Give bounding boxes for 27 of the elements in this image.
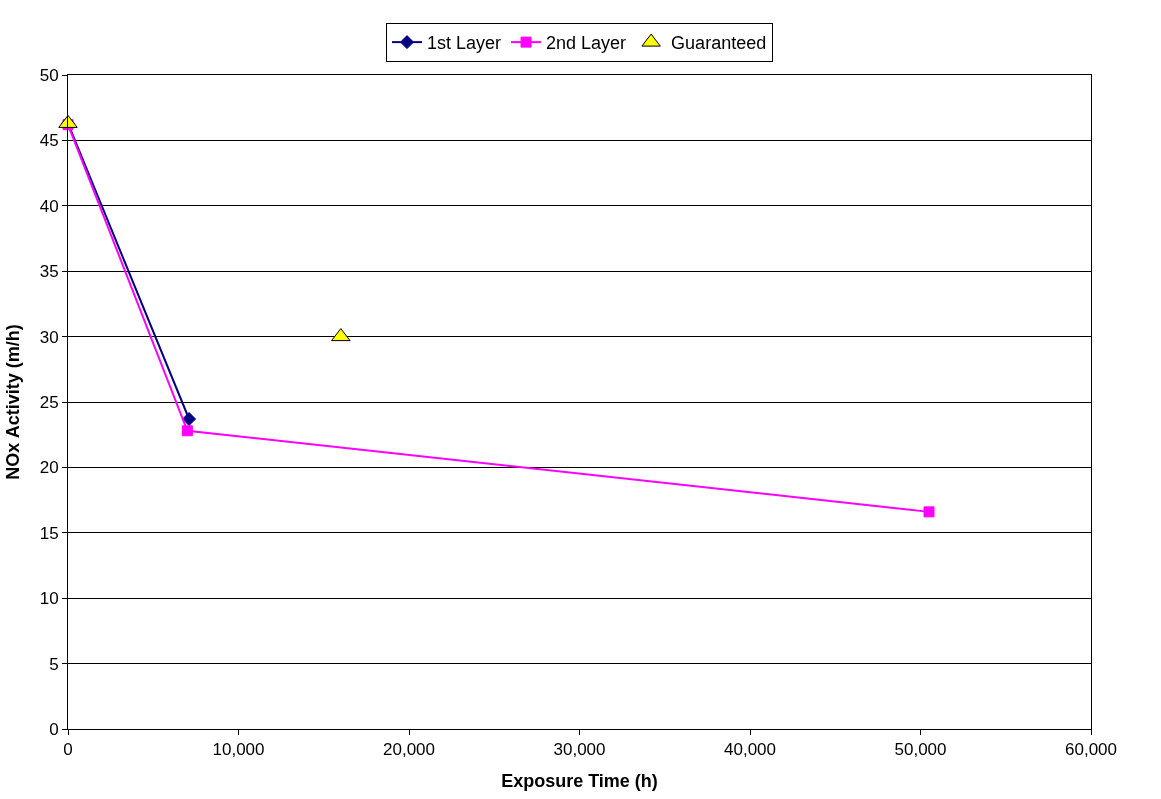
legend-label: Guaranteed xyxy=(671,33,767,54)
y-tick-label: 50 xyxy=(39,65,59,85)
x-axis-title: Exposure Time (h) xyxy=(501,770,658,791)
x-tick-label: 40,000 xyxy=(724,740,776,760)
x-tick-label: 0 xyxy=(63,740,73,760)
y-tick-label: 20 xyxy=(39,458,59,478)
legend-label: 1st Layer xyxy=(427,33,502,54)
x-tick-label: 30,000 xyxy=(553,740,606,760)
y-tick-label: 40 xyxy=(39,196,59,216)
y-tick-label: 10 xyxy=(39,589,59,609)
point xyxy=(182,412,197,426)
point xyxy=(181,425,193,437)
x-tick-label: 10,000 xyxy=(212,740,265,760)
y-tick-label: 5 xyxy=(49,654,59,674)
y-tick-label: 35 xyxy=(39,262,59,282)
y-tick-label: 45 xyxy=(39,131,59,151)
y-tick-label: 25 xyxy=(39,392,59,412)
y-tick-label: 30 xyxy=(39,327,59,347)
y-tick-label: 0 xyxy=(49,719,59,739)
x-tick-label: 50,000 xyxy=(894,740,947,760)
y-axis-title: NOx Activity (m/h) xyxy=(2,324,23,480)
x-tick-label: 20,000 xyxy=(383,740,435,760)
legend-label: 2nd Layer xyxy=(546,33,627,54)
point xyxy=(923,506,935,518)
y-tick-label: 15 xyxy=(39,523,59,543)
x-tick-label: 60,000 xyxy=(1065,740,1117,760)
point xyxy=(331,328,351,342)
